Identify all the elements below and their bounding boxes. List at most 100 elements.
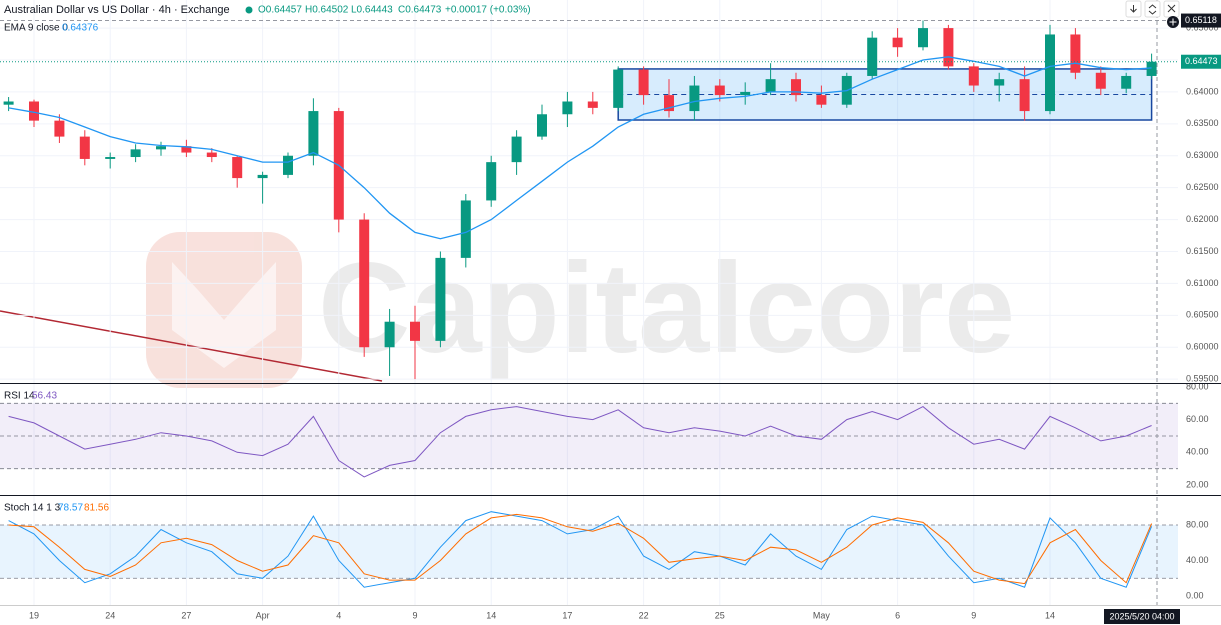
candle-body [968,66,979,86]
x-tick-label: 27 [181,610,191,620]
y-tick-label: 20.00 [1186,479,1209,489]
candle-body [486,162,497,201]
x-tick-label: 4 [336,610,341,620]
y-tick-label: 0.59500 [1186,374,1219,384]
x-tick-label: 14 [486,610,496,620]
y-tick-label: 0.60500 [1186,310,1219,320]
settings-button[interactable] [1144,0,1161,18]
candle-body [1121,75,1132,89]
y-tick-label: 0.00 [1186,590,1204,600]
candle-body [918,28,928,48]
stoch-value: 78.57 [58,503,83,514]
x-tick-label: 24 [105,610,115,620]
candle-body [943,28,954,67]
indicator-line [8,513,1153,585]
candle-body [105,157,116,159]
price-axis: 19 24 27 Apr 4 9 14 17 22 25 May 6 9 14 0.59500 0.60000… [29,13,1221,624]
indicator-line [8,511,1153,588]
market-status [245,6,253,14]
y-tick-label: 0.63500 [1186,118,1219,128]
candle-body [3,101,14,105]
high-price-tag [1181,13,1221,28]
add-icon [1169,18,1177,26]
y-tick-label: 0.62000 [1186,214,1219,224]
quote-change: +0.00017 (+0.03%) [445,5,531,16]
rsi-label: RSI 14 [4,391,35,402]
y-tick-label: 0.61000 [1186,278,1219,288]
candle-body [587,101,598,108]
candle-body [384,321,395,348]
candle-body [740,91,751,96]
close-icon [1167,4,1176,13]
candle-body [867,37,878,76]
crosshair-time-tag [1104,609,1180,624]
candle-body [994,79,1005,86]
candle-body [232,157,243,179]
y-tick-label: 60.00 [1186,414,1209,424]
toolbar [1125,0,1180,28]
candle-body [206,152,217,158]
y-tick-label: 40.00 [1186,447,1209,457]
candle-body [689,85,700,112]
last-price-label: 0.64473 [1185,56,1218,66]
candle-body [79,136,90,159]
x-tick-label: 17 [562,610,572,620]
collapse-icon [1130,5,1137,13]
plot [0,0,1178,605]
quote-low: L0.64443 [351,5,393,16]
trend-line [0,310,383,382]
candle-body [1019,79,1030,112]
watermark-text: Capitalcore [318,237,1015,380]
x-tick-label: 14 [1045,610,1055,620]
watermark-logo-mark [172,262,276,368]
candle-body [410,321,420,341]
candle-body [181,146,192,153]
quote-open: O0.64457 [258,5,302,16]
candle-body [1146,61,1157,76]
price-axis-bg [1178,0,1221,625]
y-tick-label: 0.64000 [1186,86,1219,96]
candle-body [511,136,522,163]
candle-body [1095,72,1106,89]
quote-close: C0.64473 [398,5,442,16]
rsi-value: 56.43 [32,391,57,402]
settings-icon [1148,4,1157,15]
candle-body [156,146,166,150]
high-price-label: 0.65118 [1185,15,1217,25]
candle-body [435,257,446,341]
symbol-title: Australian Dollar vs US Dollar · 4h · Ex… [4,4,230,16]
ema-label: EMA 9 close 0 [4,23,68,34]
candle-body [54,120,65,137]
candle-body [664,95,674,112]
candle-body [460,200,471,258]
indicator-line [8,406,1152,478]
candle-body [537,114,547,137]
candle-body [1070,34,1081,73]
indicator-band [0,525,1178,579]
candle-body [1045,34,1055,112]
last-price-tag [1181,54,1221,69]
y-tick-label: 0.63000 [1186,150,1219,160]
candle-body [791,79,801,96]
watermark: Capitalcore [146,232,1015,388]
crosshair-time-label: 2025/5/20 04:00 [1109,611,1174,621]
y-tick-label: 80.00 [1186,519,1209,529]
y-tick-label: 0.62500 [1186,182,1219,192]
candle-body [308,111,319,156]
y-tick-label: 40.00 [1186,555,1209,565]
candle-body [613,69,624,108]
x-tick-label: 19 [29,610,39,620]
candle-body [283,155,293,175]
ema-line [8,56,1152,240]
candle-body [714,85,725,96]
stoch-label: Stoch 14 1 3 [4,503,61,514]
candle-body [130,149,141,158]
x-tick-label: 6 [895,610,900,620]
candle-body [638,69,649,96]
x-tick-label: 22 [639,610,649,620]
ema-value: 0.64376 [62,23,99,34]
header: Australian Dollar vs US Dollar · 4h · Ex… [4,0,1180,514]
candle-body [29,101,39,121]
x-tick-label: 25 [715,610,725,620]
